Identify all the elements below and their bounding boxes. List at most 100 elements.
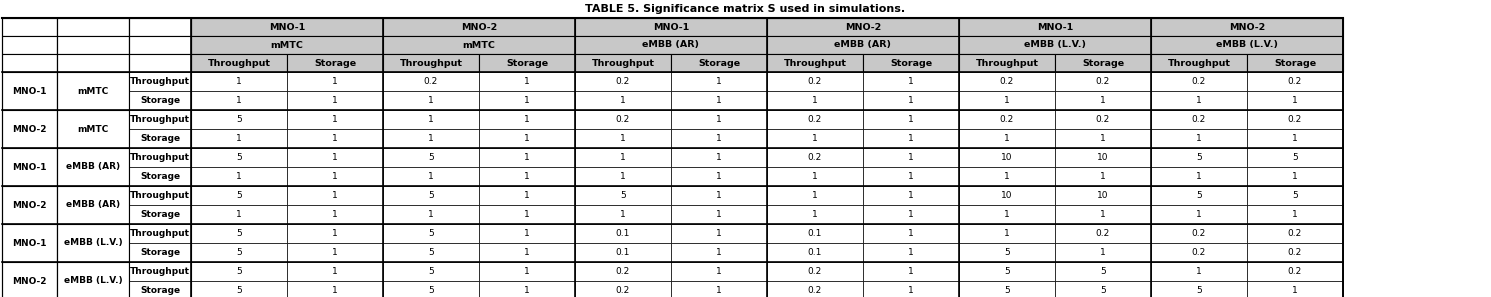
Text: 5: 5: [620, 191, 626, 200]
Text: 5: 5: [1003, 286, 1009, 295]
Text: 1: 1: [525, 172, 529, 181]
Bar: [671, 224, 766, 243]
Bar: [1246, 224, 1343, 243]
Bar: [671, 148, 766, 167]
Text: 0.2: 0.2: [1288, 229, 1302, 238]
Bar: [766, 243, 863, 262]
Bar: [959, 186, 1056, 205]
Text: 10: 10: [1097, 191, 1109, 200]
Text: MNO-2: MNO-2: [12, 200, 46, 209]
Text: Storage: Storage: [1273, 59, 1317, 67]
Text: Storage: Storage: [140, 134, 180, 143]
Bar: [576, 36, 766, 54]
Bar: [1056, 110, 1151, 129]
Bar: [1246, 186, 1343, 205]
Text: 1: 1: [332, 248, 338, 257]
Bar: [383, 91, 479, 110]
Bar: [863, 91, 959, 110]
Text: 1: 1: [428, 115, 434, 124]
Text: Storage: Storage: [890, 59, 932, 67]
Text: 1: 1: [1196, 96, 1202, 105]
Bar: [383, 148, 479, 167]
Bar: [479, 148, 576, 167]
Bar: [191, 36, 383, 54]
Bar: [1246, 129, 1343, 148]
Bar: [479, 72, 576, 91]
Text: 1: 1: [716, 210, 722, 219]
Bar: [286, 243, 383, 262]
Text: Storage: Storage: [315, 59, 356, 67]
Text: mMTC: mMTC: [462, 40, 495, 50]
Text: 1: 1: [525, 96, 529, 105]
Text: 0.2: 0.2: [1096, 229, 1111, 238]
Bar: [576, 129, 671, 148]
Bar: [191, 205, 286, 224]
Bar: [1, 186, 57, 224]
Bar: [863, 72, 959, 91]
Text: 0.2: 0.2: [1000, 77, 1014, 86]
Bar: [576, 281, 671, 297]
Text: Throughput: Throughput: [1167, 59, 1230, 67]
Text: 10: 10: [1097, 153, 1109, 162]
Text: 1: 1: [1196, 134, 1202, 143]
Bar: [130, 54, 191, 72]
Text: 5: 5: [1003, 267, 1009, 276]
Bar: [1151, 129, 1246, 148]
Text: 1: 1: [236, 77, 242, 86]
Text: 1: 1: [716, 229, 722, 238]
Bar: [383, 129, 479, 148]
Text: 0.2: 0.2: [808, 286, 822, 295]
Text: 1: 1: [236, 210, 242, 219]
Text: 1: 1: [908, 229, 914, 238]
Bar: [863, 243, 959, 262]
Bar: [1151, 281, 1246, 297]
Text: 5: 5: [428, 267, 434, 276]
Bar: [1056, 72, 1151, 91]
Text: 1: 1: [236, 172, 242, 181]
Bar: [130, 72, 191, 91]
Bar: [57, 224, 130, 262]
Text: 1: 1: [1100, 210, 1106, 219]
Text: Storage: Storage: [140, 248, 180, 257]
Text: eMBB (L.V.): eMBB (L.V.): [1024, 40, 1085, 50]
Bar: [479, 129, 576, 148]
Bar: [383, 281, 479, 297]
Bar: [286, 110, 383, 129]
Text: 5: 5: [1003, 248, 1009, 257]
Text: 1: 1: [908, 77, 914, 86]
Text: 5: 5: [1100, 267, 1106, 276]
Bar: [766, 72, 863, 91]
Text: 1: 1: [428, 210, 434, 219]
Text: MNO-1: MNO-1: [12, 86, 46, 96]
Text: 1: 1: [908, 248, 914, 257]
Text: 1: 1: [716, 248, 722, 257]
Text: 5: 5: [1293, 153, 1297, 162]
Bar: [191, 186, 286, 205]
Text: 1: 1: [332, 153, 338, 162]
Bar: [191, 54, 286, 72]
Bar: [1, 110, 57, 148]
Text: eMBB (L.V.): eMBB (L.V.): [1217, 40, 1278, 50]
Bar: [766, 224, 863, 243]
Bar: [130, 281, 191, 297]
Bar: [130, 36, 191, 54]
Text: MNO-2: MNO-2: [12, 124, 46, 133]
Text: 1: 1: [525, 267, 529, 276]
Text: 1: 1: [716, 172, 722, 181]
Text: 5: 5: [236, 115, 242, 124]
Bar: [959, 262, 1056, 281]
Bar: [576, 148, 671, 167]
Text: MNO-1: MNO-1: [1036, 23, 1074, 31]
Text: 1: 1: [1100, 172, 1106, 181]
Bar: [1246, 262, 1343, 281]
Bar: [1246, 72, 1343, 91]
Text: 5: 5: [1196, 153, 1202, 162]
Bar: [1056, 148, 1151, 167]
Text: 1: 1: [1003, 134, 1009, 143]
Text: 1: 1: [525, 77, 529, 86]
Bar: [191, 72, 286, 91]
Bar: [286, 148, 383, 167]
Bar: [479, 91, 576, 110]
Text: 1: 1: [908, 210, 914, 219]
Bar: [1151, 167, 1246, 186]
